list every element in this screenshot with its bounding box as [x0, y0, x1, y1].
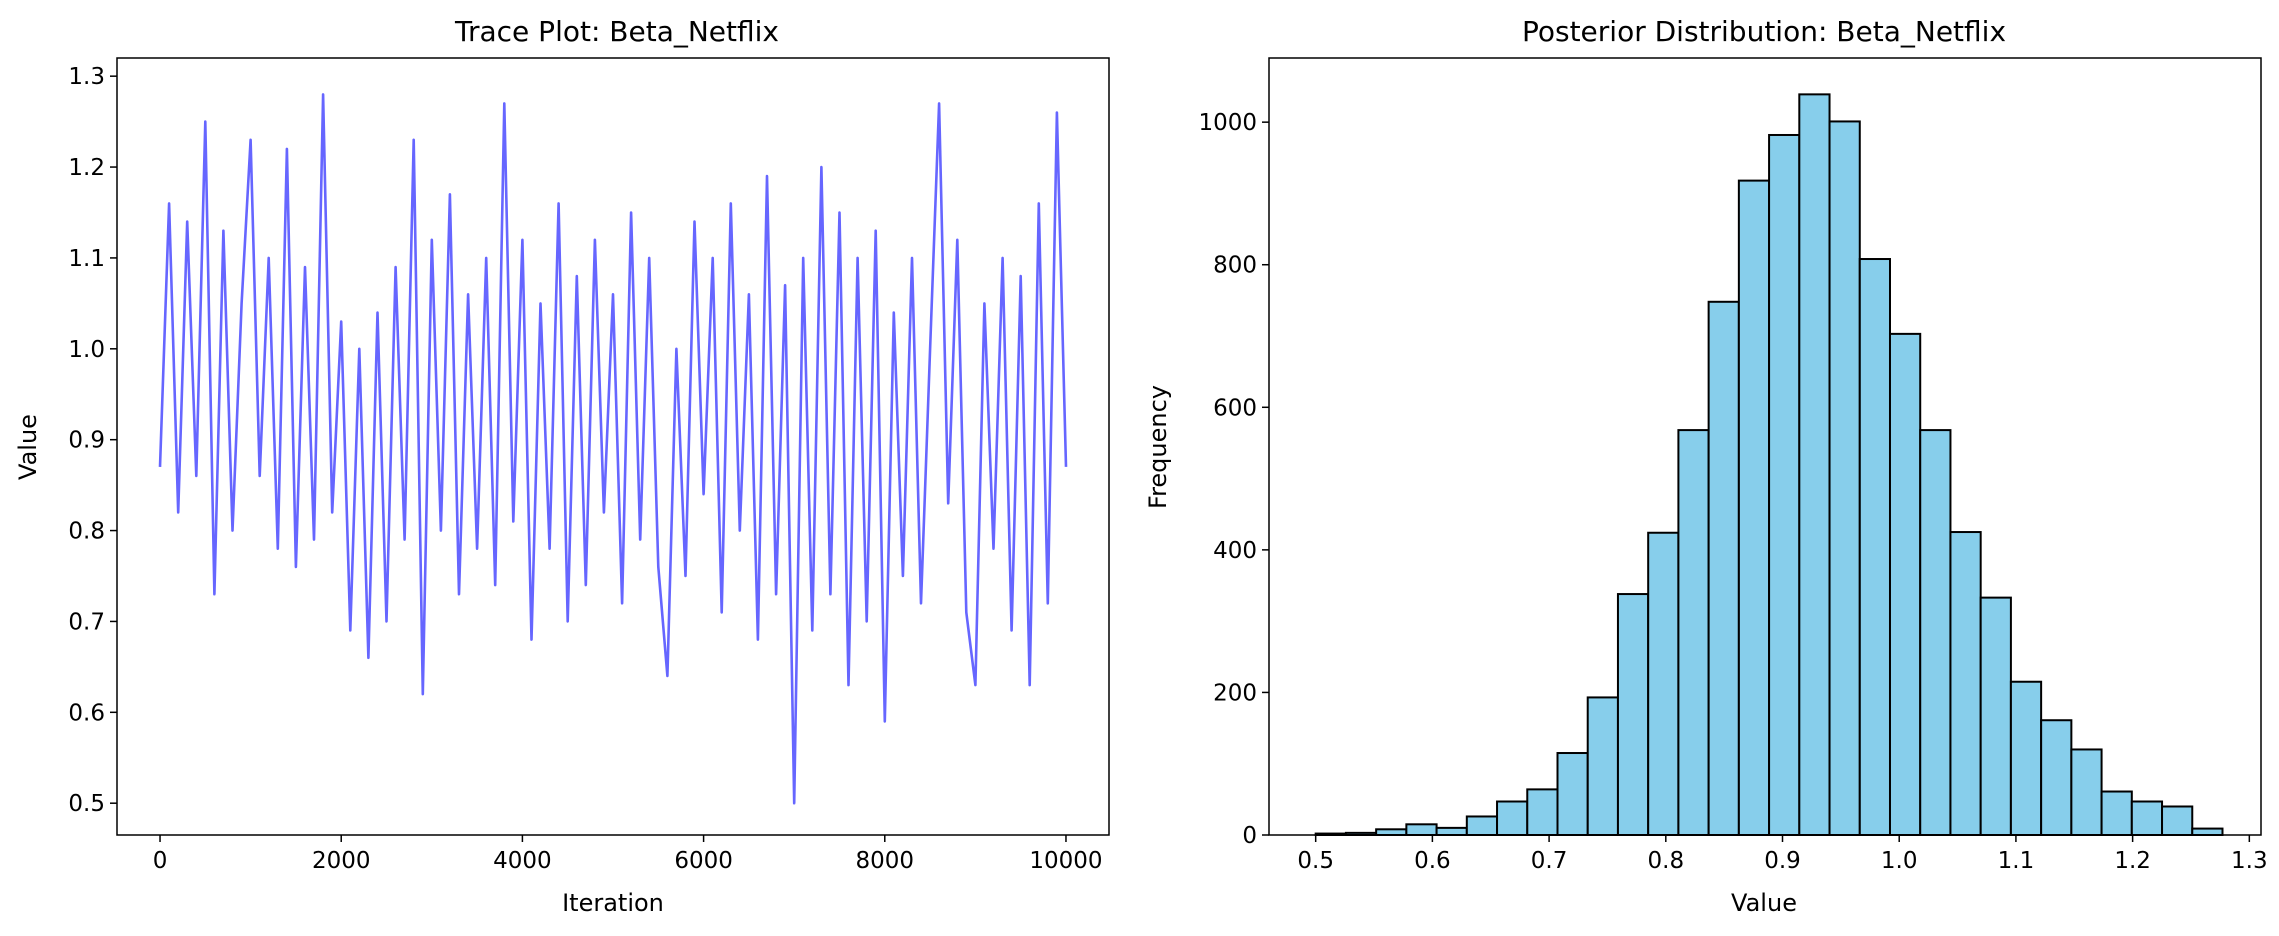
trace-x-tick-label: 8000: [856, 848, 915, 874]
histogram-bar: [2130, 800, 2164, 836]
histogram-bar: [1496, 800, 1529, 836]
histogram-bar: [1979, 596, 2012, 836]
histogram-bars-group: [1314, 93, 2224, 837]
trace-x-ticks: 0 2000 4000 6000 8000 10000: [153, 835, 1103, 874]
trace-plot-title: Trace Plot: Beta_Netflix: [454, 15, 779, 48]
histogram-bar: [1435, 826, 1468, 836]
trace-y-tick-label: 1.1: [68, 246, 105, 272]
histogram-bar: [1798, 93, 1831, 837]
histogram-frame: [1268, 57, 2262, 836]
trace-x-axis-label: Iteration: [562, 889, 664, 917]
trace-y-tick-label: 0.9: [68, 428, 105, 454]
posterior-histogram-panel: Posterior Distribution: Beta_Netflix 0.5…: [1144, 15, 2268, 917]
histogram-y-tick-label: 1000: [1198, 110, 1257, 136]
histogram-bar: [1677, 429, 1710, 836]
histogram-y-tick-label: 200: [1213, 680, 1257, 706]
trace-y-tick-label: 0.5: [68, 791, 105, 817]
trace-x-tick-label: 6000: [674, 848, 733, 874]
histogram-x-tick-label: 0.9: [1764, 848, 1801, 874]
histogram-bar: [2009, 680, 2043, 836]
histogram-bar: [1919, 429, 1952, 836]
histogram-bar: [1828, 120, 1861, 836]
histogram-x-tick-label: 0.6: [1414, 848, 1451, 874]
trace-y-tick-label: 1.0: [68, 337, 105, 363]
trace-x-tick-label: 2000: [312, 848, 371, 874]
trace-y-tick-label: 0.6: [68, 700, 105, 726]
histogram-x-tick-label: 0.7: [1531, 848, 1568, 874]
histogram-y-tick-label: 600: [1213, 395, 1257, 421]
histogram-bar: [1586, 696, 1619, 836]
histogram-bar: [1375, 828, 1408, 836]
histogram-x-tick-label: 0.8: [1648, 848, 1685, 874]
trace-y-tick-label: 0.7: [68, 609, 105, 635]
histogram-bar: [2040, 719, 2073, 836]
trace-x-tick-label: 4000: [493, 848, 552, 874]
trace-y-tick-label: 1.3: [68, 64, 105, 90]
trace-plot-panel: Trace Plot: Beta_Netflix 0 2000 4000 6000 80…: [14, 15, 1110, 917]
histogram-y-ticks: 0 200 400 600 800 1000: [1198, 110, 1269, 849]
histogram-bar: [1405, 823, 1438, 836]
histogram-bar: [1465, 815, 1499, 836]
histogram-bar: [1647, 531, 1680, 836]
trace-y-tick-label: 1.2: [68, 155, 105, 181]
trace-y-ticks: 0.5 0.6 0.7 0.8 0.9 1.0 1.1 1.2 1.3: [68, 64, 117, 817]
histogram-bar: [1707, 300, 1740, 837]
histogram-bar: [1768, 133, 1801, 837]
trace-plot-frame: [116, 57, 1110, 836]
histogram-x-tick-label: 1.3: [2231, 848, 2268, 874]
histogram-bar: [2161, 805, 2194, 836]
histogram-x-tick-label: 1.0: [1881, 848, 1918, 874]
histogram-y-tick-label: 400: [1213, 538, 1257, 564]
histogram-bar: [1888, 332, 1922, 836]
histogram-title: Posterior Distribution: Beta_Netflix: [1522, 15, 2006, 48]
histogram-x-tick-label: 0.5: [1297, 848, 1334, 874]
trace-y-tick-label: 0.8: [68, 519, 105, 545]
histogram-bar: [1949, 531, 1982, 836]
histogram-y-axis-label: Frequency: [1144, 385, 1172, 509]
histogram-bar: [2191, 827, 2224, 837]
trace-series-group: [158, 93, 1068, 805]
trace-series-line: [158, 93, 1068, 805]
histogram-bar: [1526, 788, 1559, 837]
trace-y-axis-label: Value: [14, 414, 42, 480]
histogram-bar: [2100, 790, 2133, 837]
trace-x-tick-label: 0: [153, 848, 168, 874]
trace-x-tick-label: 10000: [1029, 848, 1102, 874]
histogram-y-tick-label: 0: [1242, 823, 1257, 849]
histogram-bar: [1556, 752, 1589, 837]
histogram-x-ticks: 0.5 0.6 0.7 0.8 0.9 1.0 1.1 1.2 1.3: [1297, 835, 2268, 874]
histogram-x-tick-label: 1.1: [1998, 848, 2035, 874]
histogram-bar: [1737, 179, 1771, 837]
histogram-x-tick-label: 1.2: [2114, 848, 2151, 874]
histogram-y-tick-label: 800: [1213, 253, 1257, 279]
histogram-bar: [1858, 258, 1892, 836]
histogram-bar: [1616, 593, 1650, 836]
histogram-x-axis-label: Value: [1731, 889, 1797, 917]
histogram-bar: [2070, 748, 2103, 837]
